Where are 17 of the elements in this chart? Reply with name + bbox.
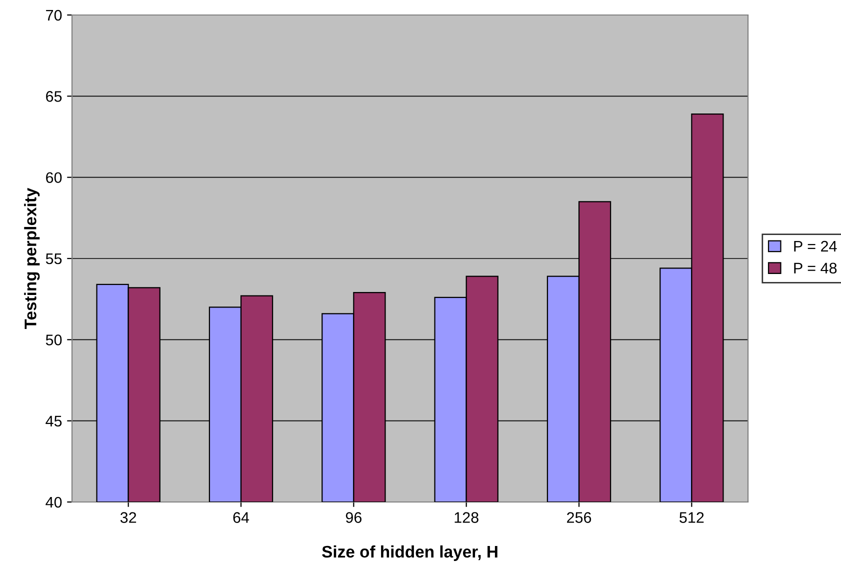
y-tick-label: 45 — [46, 416, 62, 427]
y-tick-label: 50 — [46, 334, 62, 346]
y-tick-label: 55 — [46, 254, 62, 264]
legend-label: P = 48 — [794, 262, 837, 274]
x-axis-title: Size of hidden layer, H — [322, 545, 498, 561]
x-tick-label: 64 — [233, 512, 250, 523]
x-tick-label: 32 — [120, 512, 136, 523]
y-tick-label: 65 — [46, 91, 62, 102]
x-tick-label: 128 — [454, 512, 478, 523]
y-tick-label: 60 — [46, 172, 62, 184]
y-axis-title: Testing perplexity — [24, 188, 40, 330]
legend-label: P = 24 — [794, 240, 837, 252]
y-tick-label: 40 — [46, 496, 62, 508]
x-tick-label: 96 — [346, 512, 362, 523]
x-tick-label: 256 — [567, 512, 592, 523]
x-tick-label: 512 — [680, 512, 704, 523]
y-tick-label: 70 — [46, 10, 62, 21]
